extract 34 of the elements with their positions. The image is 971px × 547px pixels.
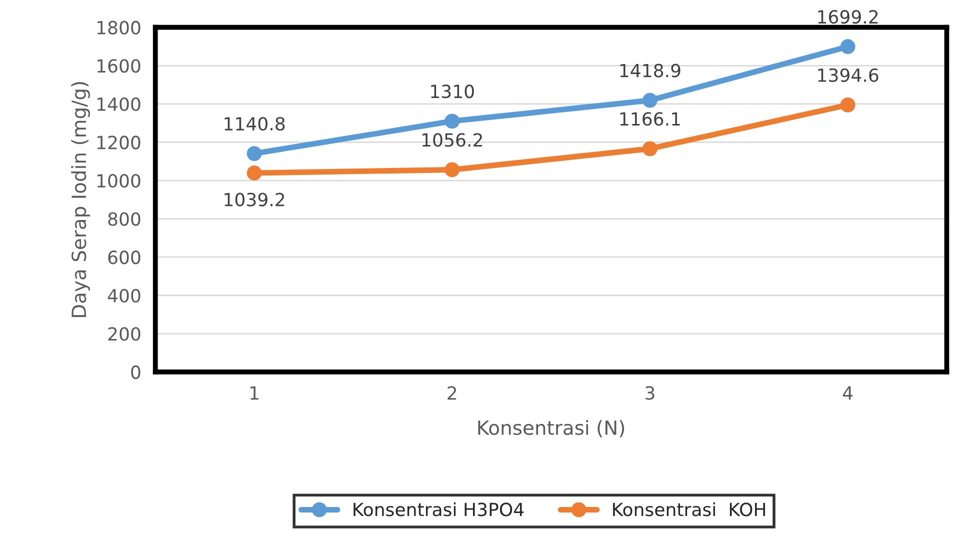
y-tick-label: 600 — [108, 250, 140, 264]
point — [246, 146, 262, 162]
x-tick-label: 4 — [842, 386, 853, 400]
data-label: 1394.6 — [818, 68, 878, 82]
data-label: 1699.2 — [818, 10, 878, 24]
y-tick-label: 0 — [131, 365, 140, 380]
point — [642, 141, 658, 156]
x-tick-label: 2 — [448, 386, 456, 400]
x-tick-label: 3 — [646, 386, 654, 400]
x-axis-title: Konsentrasi (N) — [478, 420, 624, 438]
legend-label: Konsentrasi H3PO4 — [354, 502, 524, 516]
y-tick-label: 400 — [108, 288, 140, 302]
data-label: 1140.8 — [224, 116, 285, 131]
point — [444, 114, 460, 129]
y-tick-label: 1400 — [98, 97, 140, 112]
point — [840, 39, 856, 54]
y-tick-label: 1000 — [98, 174, 140, 188]
y-tick-label: 200 — [108, 327, 140, 341]
y-tick-label: 1200 — [98, 136, 140, 150]
data-label: 1418.9 — [620, 64, 680, 78]
data-label: 1310 — [431, 84, 474, 98]
point — [444, 162, 460, 178]
data-label: 1166.1 — [620, 112, 680, 126]
y-tick-label: 1600 — [98, 59, 140, 73]
x-tick-label: 1 — [250, 386, 258, 400]
y-axis-title: Daya Serap Iodin (mg/g) — [71, 82, 90, 317]
point — [246, 166, 262, 180]
y-tick-label: 800 — [108, 212, 140, 226]
point — [642, 92, 658, 108]
y-tick-label: 1800 — [98, 20, 140, 34]
data-label: 1039.2 — [224, 192, 284, 206]
data-label: 1056.2 — [422, 133, 482, 147]
legend-label: Konsentrasi KOH — [613, 502, 766, 516]
point — [840, 98, 856, 112]
